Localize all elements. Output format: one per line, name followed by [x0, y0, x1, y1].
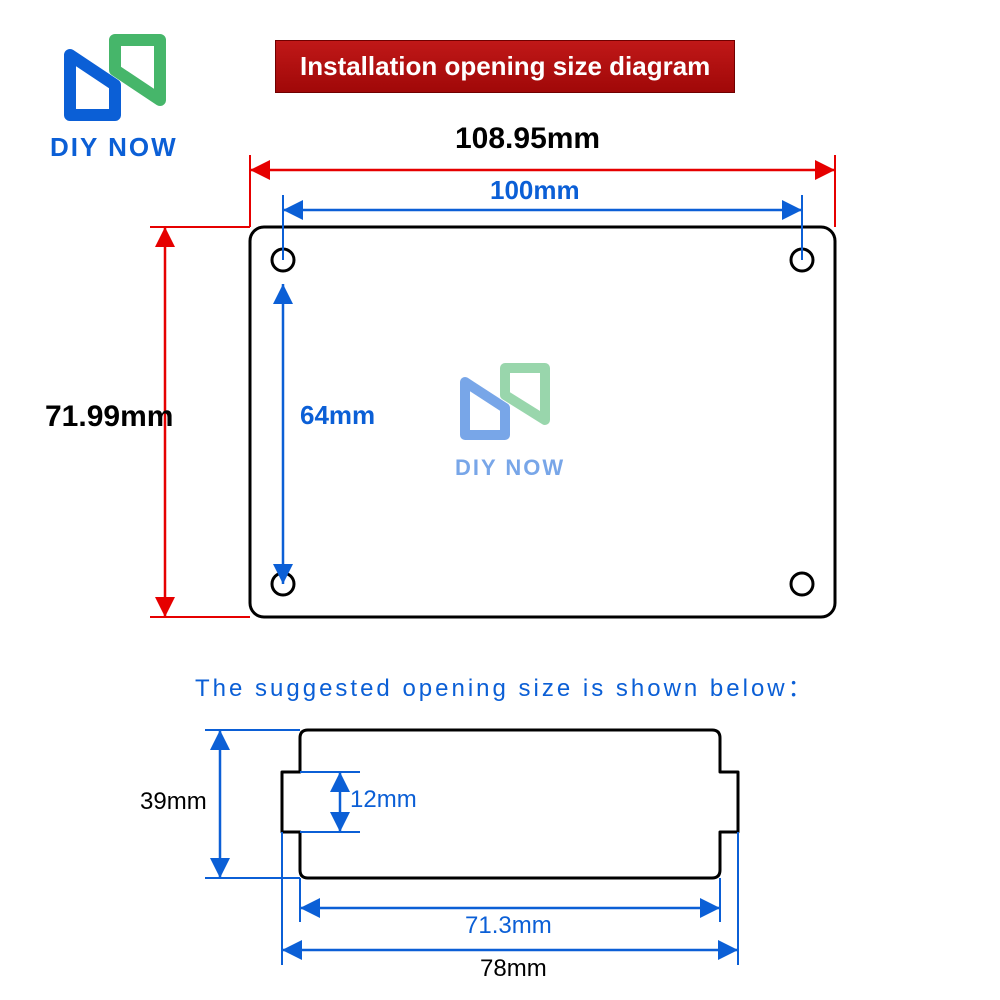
- label-hole-pitch-x: 100mm: [490, 175, 580, 206]
- label-hole-pitch-y: 64mm: [300, 400, 375, 431]
- label-cutout-total-width: 78mm: [480, 955, 547, 983]
- label-outer-height: 71.99mm: [45, 400, 173, 434]
- label-outer-width: 108.95mm: [455, 122, 600, 156]
- label-cutout-inner-width: 71.3mm: [465, 912, 552, 940]
- mounting-hole: [791, 573, 813, 595]
- label-cutout-notch: 12mm: [350, 786, 417, 814]
- watermark-logo: [465, 368, 545, 435]
- label-cutout-height: 39mm: [140, 788, 207, 816]
- cutout-caption: The suggested opening size is shown belo…: [195, 668, 815, 703]
- watermark-text: DIY NOW: [455, 455, 565, 481]
